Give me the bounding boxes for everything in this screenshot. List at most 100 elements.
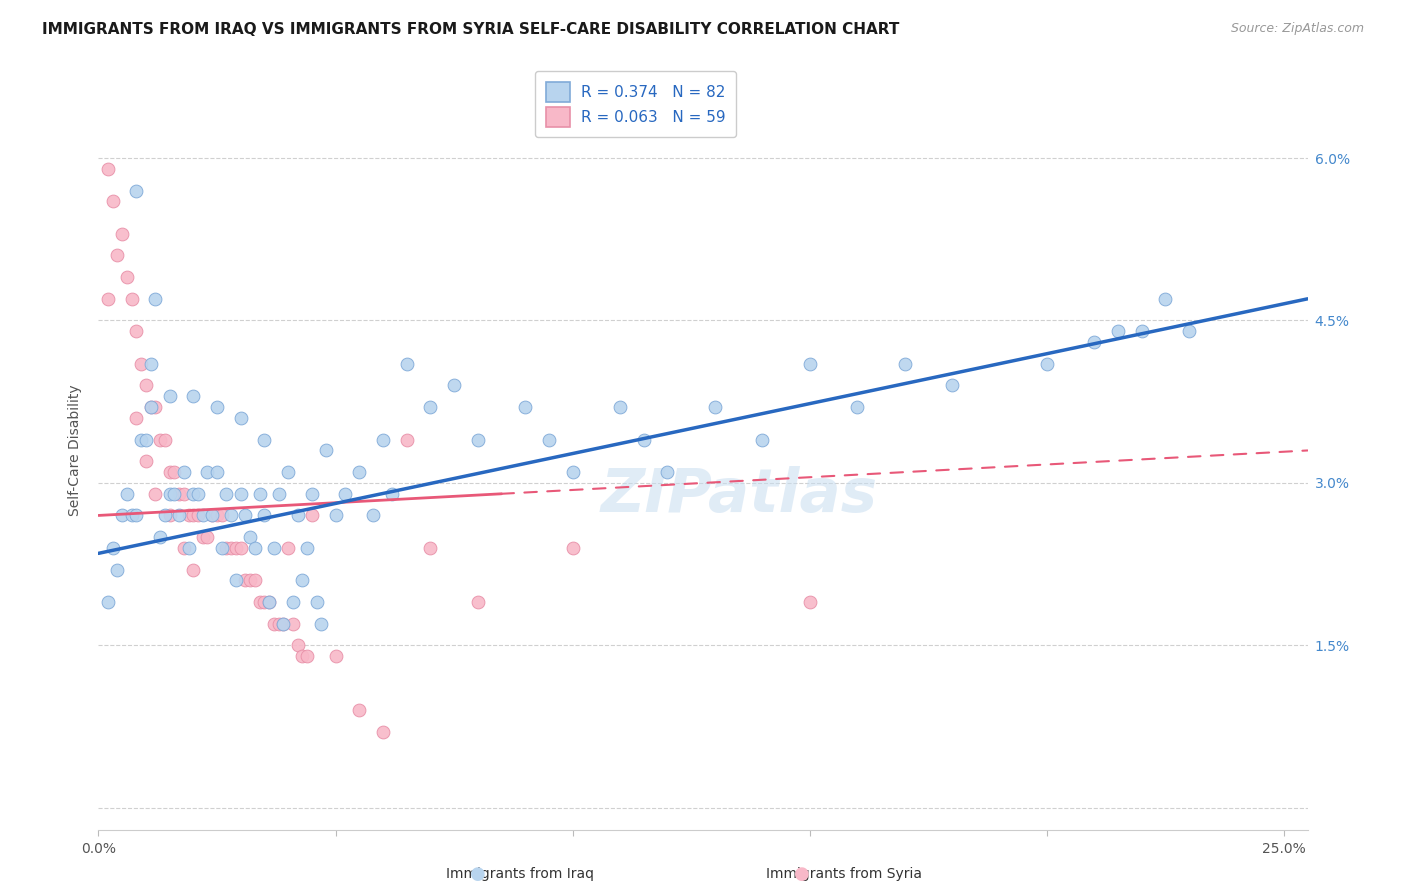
Point xyxy=(249,595,271,609)
Point xyxy=(281,616,304,631)
Point xyxy=(191,508,214,523)
Point xyxy=(371,725,394,739)
Point xyxy=(253,595,276,609)
Point xyxy=(125,508,148,523)
Point xyxy=(846,400,869,414)
Point xyxy=(633,433,655,447)
Point xyxy=(97,161,120,176)
Point xyxy=(287,508,309,523)
Point xyxy=(139,400,162,414)
Point xyxy=(1036,357,1059,371)
Point xyxy=(305,595,328,609)
Point xyxy=(211,508,233,523)
Point xyxy=(253,508,276,523)
Point xyxy=(159,487,181,501)
Point xyxy=(249,487,271,501)
Point xyxy=(263,541,285,555)
Point xyxy=(325,649,347,664)
Point xyxy=(277,465,299,479)
Point xyxy=(1178,324,1201,338)
Point xyxy=(281,595,304,609)
Point xyxy=(561,541,583,555)
Point xyxy=(515,400,537,414)
Point xyxy=(1130,324,1153,338)
Point xyxy=(229,541,252,555)
Point xyxy=(97,292,120,306)
Point xyxy=(941,378,963,392)
Point xyxy=(125,324,148,338)
Point xyxy=(467,433,489,447)
Point xyxy=(111,227,134,241)
Point xyxy=(115,487,138,501)
Point xyxy=(139,357,162,371)
Point xyxy=(135,378,157,392)
Text: IMMIGRANTS FROM IRAQ VS IMMIGRANTS FROM SYRIA SELF-CARE DISABILITY CORRELATION C: IMMIGRANTS FROM IRAQ VS IMMIGRANTS FROM … xyxy=(42,22,900,37)
Point xyxy=(191,530,214,544)
Point xyxy=(215,541,238,555)
Point xyxy=(135,433,157,447)
Point xyxy=(197,465,219,479)
Point xyxy=(243,541,266,555)
Point xyxy=(263,616,285,631)
Point xyxy=(143,400,166,414)
Point xyxy=(253,433,276,447)
Point xyxy=(257,595,280,609)
Point xyxy=(205,465,228,479)
Text: ZIPatlas: ZIPatlas xyxy=(600,467,877,525)
Point xyxy=(115,270,138,285)
Point xyxy=(287,639,309,653)
Point xyxy=(139,400,162,414)
Point xyxy=(347,465,370,479)
Point xyxy=(273,616,295,631)
Point xyxy=(111,508,134,523)
Point xyxy=(205,400,228,414)
Point xyxy=(277,541,299,555)
Point xyxy=(799,595,821,609)
Point xyxy=(215,487,238,501)
Point xyxy=(467,595,489,609)
Point xyxy=(167,487,190,501)
Point xyxy=(177,508,200,523)
Point xyxy=(143,487,166,501)
Point xyxy=(657,465,679,479)
Point xyxy=(101,541,124,555)
Point xyxy=(187,487,209,501)
Point xyxy=(229,487,252,501)
Point xyxy=(125,411,148,425)
Point xyxy=(163,487,186,501)
Point xyxy=(235,574,257,588)
Point xyxy=(703,400,725,414)
Point xyxy=(381,487,404,501)
Point xyxy=(1154,292,1177,306)
Point xyxy=(181,389,204,403)
Point xyxy=(129,357,152,371)
Point xyxy=(1083,335,1105,350)
Point xyxy=(159,508,181,523)
Point xyxy=(893,357,915,371)
Point xyxy=(201,508,224,523)
Point xyxy=(1107,324,1129,338)
Point xyxy=(201,508,224,523)
Point xyxy=(291,574,314,588)
Point xyxy=(239,530,262,544)
Point xyxy=(159,465,181,479)
Point xyxy=(219,508,242,523)
Point xyxy=(211,541,233,555)
Point xyxy=(219,541,242,555)
Point xyxy=(395,433,418,447)
Point xyxy=(181,487,204,501)
Point xyxy=(273,616,295,631)
Point xyxy=(173,465,195,479)
Point xyxy=(187,508,209,523)
Point xyxy=(609,400,631,414)
Point xyxy=(235,508,257,523)
Point xyxy=(105,248,128,262)
Point xyxy=(799,357,821,371)
Point xyxy=(159,389,181,403)
Point xyxy=(135,454,157,468)
Point xyxy=(751,433,773,447)
Point xyxy=(537,433,560,447)
Point xyxy=(121,292,143,306)
Point xyxy=(561,465,583,479)
Point xyxy=(181,563,204,577)
